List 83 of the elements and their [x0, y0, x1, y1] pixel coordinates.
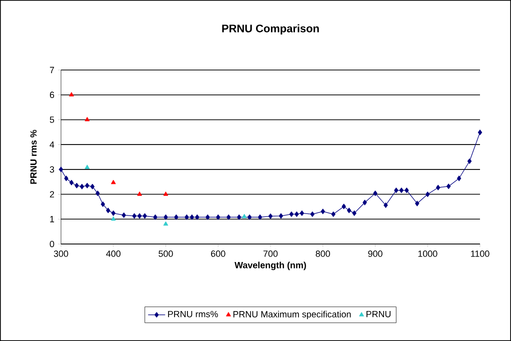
y-tick-label: 7: [50, 66, 54, 74]
x-tick-label: 300: [54, 250, 68, 257]
point: [289, 211, 294, 217]
x-tick-label: 1100: [471, 250, 490, 257]
point: [80, 184, 84, 190]
point: [300, 210, 304, 216]
x-tick-label: 1000: [418, 250, 438, 257]
point: [132, 213, 136, 219]
point: [85, 182, 90, 188]
point: [58, 166, 64, 172]
point: [206, 214, 210, 220]
point: [142, 213, 147, 219]
point: [164, 214, 168, 220]
point: [122, 212, 126, 218]
point: [236, 214, 242, 220]
point: [320, 208, 325, 214]
point: [153, 214, 158, 220]
point: [352, 210, 356, 216]
point: [100, 202, 106, 207]
point: [242, 214, 247, 218]
point: [110, 216, 116, 221]
point: [426, 192, 430, 197]
point: [467, 158, 472, 164]
point: [111, 210, 116, 216]
point: [310, 211, 315, 217]
point: [394, 188, 398, 194]
point: [278, 213, 284, 219]
point: [404, 188, 409, 194]
chart-title: PRNU Comparison: [222, 24, 319, 34]
y-axis-title: PRNU rms %: [30, 130, 37, 184]
point: [137, 213, 142, 219]
x-tick-label: 800: [316, 250, 330, 257]
point: [226, 214, 231, 220]
point: [346, 208, 352, 214]
point: [446, 184, 451, 190]
y-tick-label: 5: [50, 116, 54, 123]
point: [456, 176, 462, 182]
point: [137, 191, 142, 196]
y-tick-label: 6: [50, 92, 54, 98]
point: [69, 180, 74, 186]
point: [90, 184, 95, 190]
point: [258, 214, 262, 220]
point: [106, 208, 110, 214]
point: [84, 164, 90, 169]
point: [96, 190, 100, 196]
legend-label: PRNU: [366, 310, 390, 318]
x-tick-label: 900: [368, 250, 382, 257]
point: [64, 176, 68, 182]
y-tick-label: 2: [50, 191, 54, 198]
point: [399, 188, 404, 194]
point: [195, 214, 200, 220]
point: [362, 200, 367, 206]
point: [163, 221, 168, 226]
legend-label: PRNU rms%: [168, 310, 218, 318]
x-tick-label: 600: [211, 250, 226, 257]
point: [373, 190, 378, 196]
point: [174, 214, 178, 220]
point: [294, 211, 299, 217]
point: [478, 130, 482, 136]
x-tick-label: 400: [106, 250, 121, 257]
point: [216, 214, 220, 220]
point: [190, 214, 194, 220]
x-tick-label: 700: [263, 250, 278, 257]
y-tick-label: 3: [50, 166, 54, 173]
point: [74, 182, 79, 188]
y-tick-label: 0: [50, 240, 54, 248]
point: [268, 213, 273, 219]
point: [84, 116, 90, 122]
point: [163, 191, 168, 196]
point: [436, 184, 440, 190]
point: [184, 214, 189, 220]
point: [110, 180, 116, 184]
point: [69, 92, 74, 96]
point: [342, 204, 346, 210]
point: [415, 200, 420, 206]
x-axis-title: Wavelength (nm): [234, 262, 306, 270]
legend-label: PRNU Maximum specification: [233, 310, 351, 320]
y-tick-label: 1: [50, 216, 54, 222]
point: [247, 214, 252, 220]
point: [384, 202, 388, 208]
x-tick-label: 500: [158, 250, 173, 257]
y-tick-label: 4: [50, 141, 54, 148]
point: [331, 211, 336, 217]
